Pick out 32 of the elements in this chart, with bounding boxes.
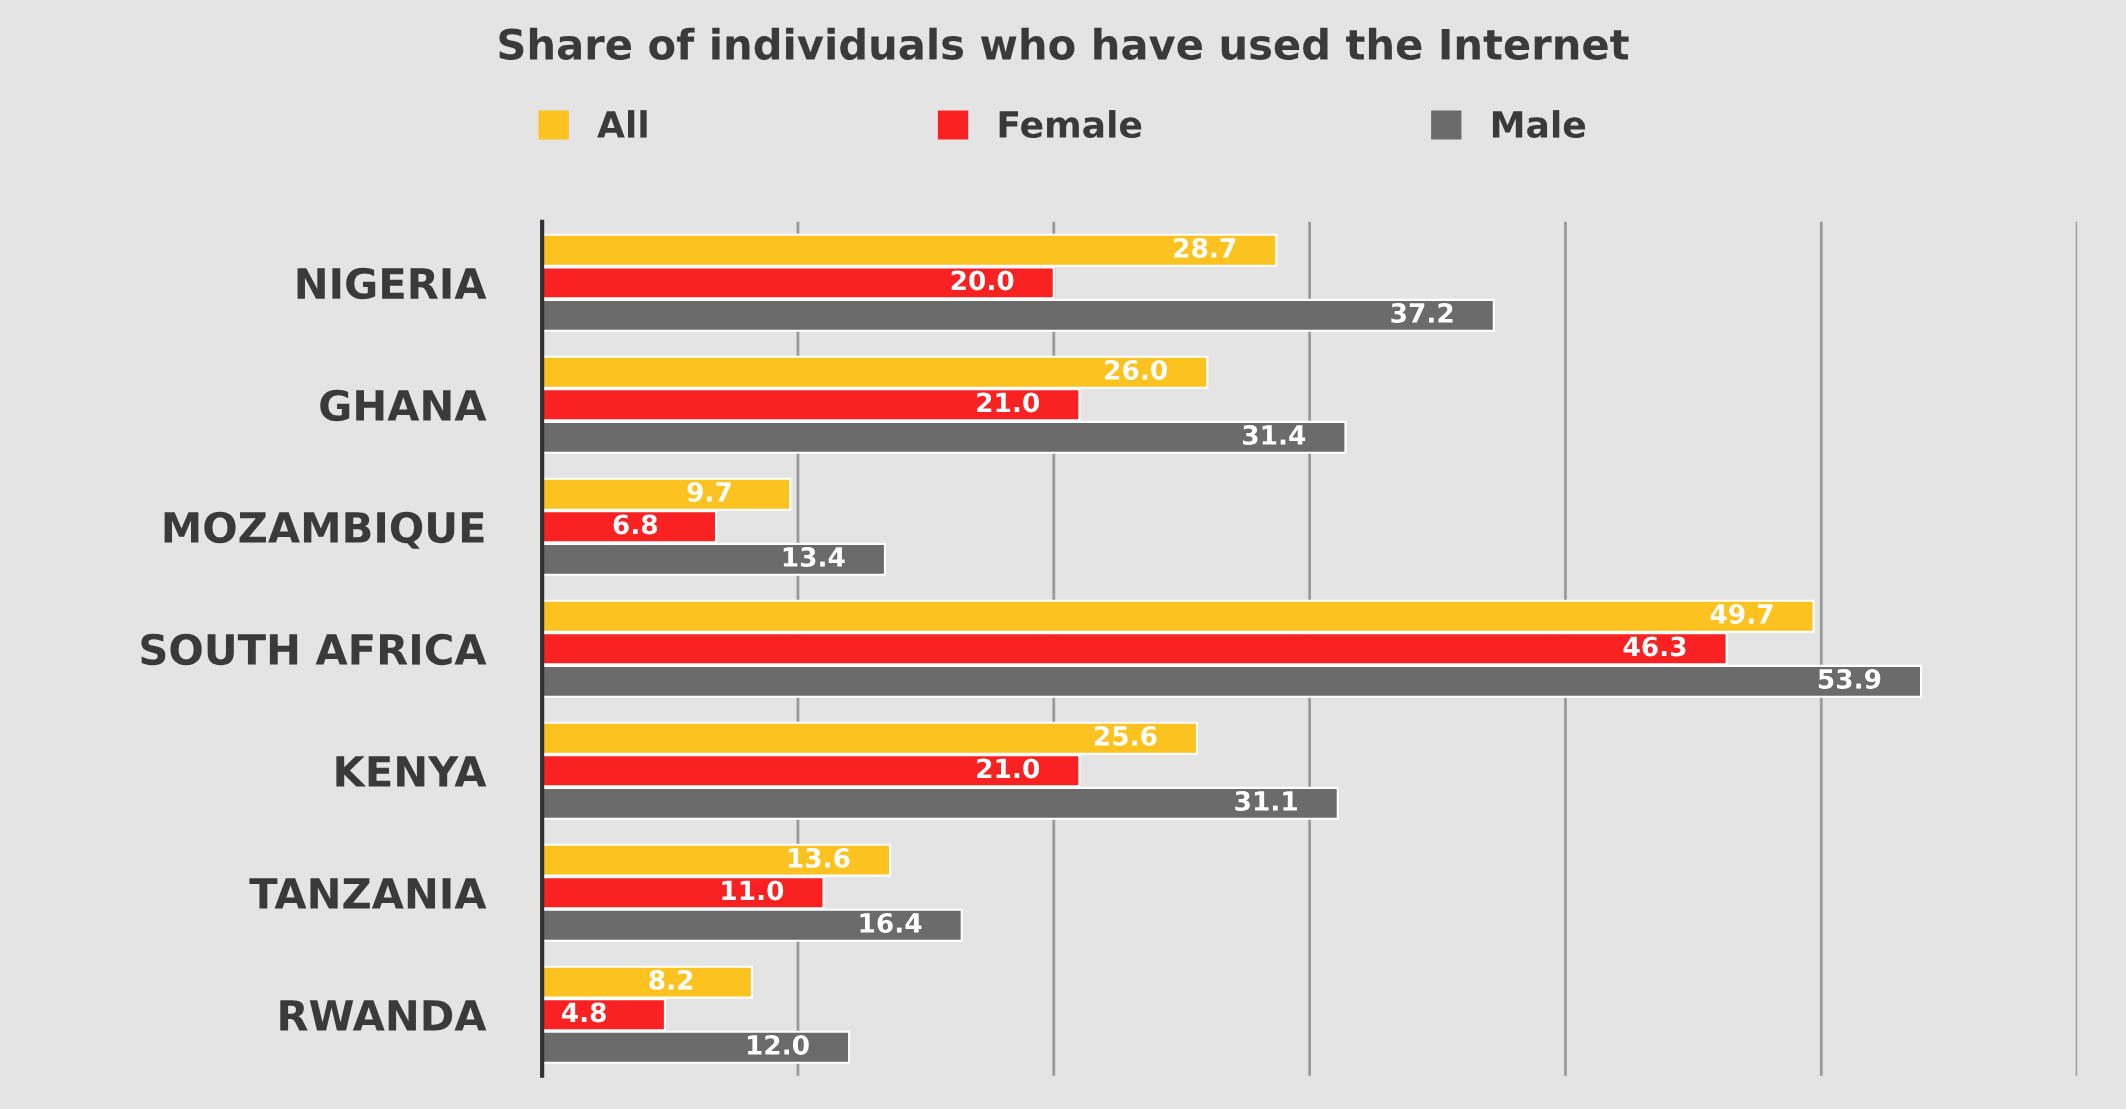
data-label: 28.7 [1174, 237, 1236, 258]
data-label: 31.4 [1243, 425, 1306, 445]
data-label: 25.6 [1094, 725, 1157, 746]
data-label: 26.0 [1105, 359, 1167, 380]
y-tick-label: RWANDA [280, 1000, 487, 1031]
y-tick-label: NIGERIA [297, 267, 487, 300]
data-label: 16.4 [860, 913, 922, 933]
y-tick-label: KENYA [336, 756, 487, 787]
y-tick-label: SOUTH AFRICA [141, 633, 487, 666]
legend-label: Male [1492, 110, 1586, 139]
data-label: 53.9 [1818, 668, 1881, 689]
data-label: 4.8 [561, 1002, 606, 1023]
y-tick-label: TANZANIA [249, 878, 487, 909]
data-label: 13.6 [788, 847, 850, 868]
data-label: 37.2 [1391, 303, 1453, 323]
data-label: 9.7 [687, 481, 731, 502]
data-label: 11.0 [722, 880, 784, 901]
legend-label: Female [999, 110, 1142, 139]
data-label: 46.3 [1623, 636, 1686, 657]
chart-title: Share of individuals who have used the Internet [499, 27, 1629, 60]
data-label: 13.4 [783, 547, 845, 567]
data-label: 21.0 [977, 758, 1040, 779]
data-label: 21.0 [977, 392, 1040, 413]
data-label: 20.0 [951, 270, 1014, 291]
data-label: 6.8 [613, 514, 658, 535]
legend-label: All [597, 110, 647, 138]
data-label: 8.2 [649, 969, 693, 990]
y-tick-label: MOZAMBIQUE [164, 511, 484, 549]
data-label: 49.7 [1710, 603, 1773, 624]
data-label: 12.0 [747, 1034, 809, 1055]
y-tick-label: GHANA [320, 389, 487, 422]
data-label: 31.1 [1235, 790, 1297, 811]
